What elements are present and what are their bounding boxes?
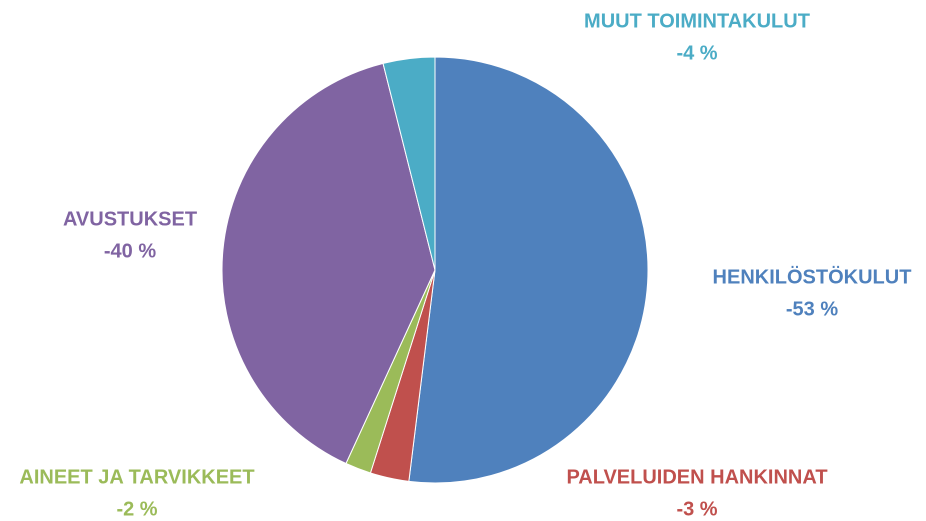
slice-label: AINEET JA TARVIKKEET [19, 466, 254, 488]
slice-value-label: -53 % [786, 298, 838, 320]
pie-slice [382, 56, 436, 271]
slice-label: AVUSTUKSET [63, 208, 197, 230]
slice-label: HENKILÖSTÖKULUT [713, 265, 912, 288]
slice-value-label: -40 % [104, 240, 156, 262]
slice-value-label: -2 % [116, 498, 157, 520]
slice-value-label: -4 % [676, 42, 717, 64]
slice-value-label: -3 % [676, 498, 717, 520]
slice-label: MUUT TOIMINTAKULUT [584, 10, 810, 32]
pie-slice [221, 62, 436, 465]
slice-label: PALVELUIDEN HANKINNAT [566, 466, 827, 488]
pie-slice [408, 56, 649, 484]
